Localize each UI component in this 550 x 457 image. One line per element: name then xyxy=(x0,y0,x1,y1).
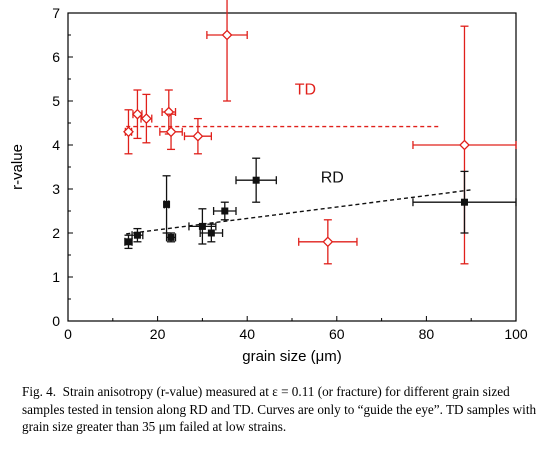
y-tick-label: 5 xyxy=(52,93,60,109)
td-data-point xyxy=(322,236,334,248)
rd-data-point xyxy=(124,238,132,246)
rd-data-point xyxy=(167,233,175,241)
td-data-point xyxy=(165,126,177,138)
figure-caption: Fig. 4. Strain anisotropy (r-value) meas… xyxy=(22,383,542,436)
y-tick-label: 2 xyxy=(52,225,60,241)
x-tick-label: 100 xyxy=(504,326,528,342)
y-tick-label: 6 xyxy=(52,49,60,65)
x-axis-label: grain size (μm) xyxy=(242,348,342,365)
rd-data-point xyxy=(133,231,141,239)
y-tick-label: 3 xyxy=(52,181,60,197)
caption-label: Fig. 4. xyxy=(22,384,57,399)
td-data-point xyxy=(192,130,204,142)
rd-data-point xyxy=(221,207,229,215)
td-data-point xyxy=(163,106,175,118)
strain-anisotropy-chart: 0 20 40 60 80 100 0 1 2 3 4 5 6 7 grain size (μm) r-val… xyxy=(9,0,528,365)
x-tick-label: 0 xyxy=(64,326,72,342)
y-tick-label: 4 xyxy=(52,137,60,153)
rd-guide-line xyxy=(126,189,472,235)
y-tick-label: 7 xyxy=(52,5,60,21)
rd-data-point xyxy=(460,198,468,206)
x-tick-label: 40 xyxy=(239,326,255,342)
td-annotation: TD xyxy=(295,81,316,98)
rd-data-point xyxy=(207,229,215,237)
td-data-point xyxy=(132,108,143,120)
rd-data-point xyxy=(252,176,260,184)
y-tick-label: 1 xyxy=(52,269,60,285)
rd-data-point xyxy=(198,222,206,230)
td-data-point xyxy=(140,113,152,125)
x-tick-label: 80 xyxy=(419,326,435,342)
td-data-point xyxy=(123,126,134,138)
rd-annotation: RD xyxy=(321,169,344,186)
caption-text: Strain anisotropy (r-value) measured at … xyxy=(22,384,537,434)
x-tick-label: 60 xyxy=(329,326,345,342)
x-tick-label: 20 xyxy=(150,326,166,342)
plot-frame xyxy=(67,12,517,322)
y-tick-label: 0 xyxy=(52,313,60,329)
td-data-point xyxy=(221,29,233,41)
rd-data-point xyxy=(163,200,171,208)
td-data-point xyxy=(459,139,470,151)
y-axis-label: r-value xyxy=(9,144,26,190)
